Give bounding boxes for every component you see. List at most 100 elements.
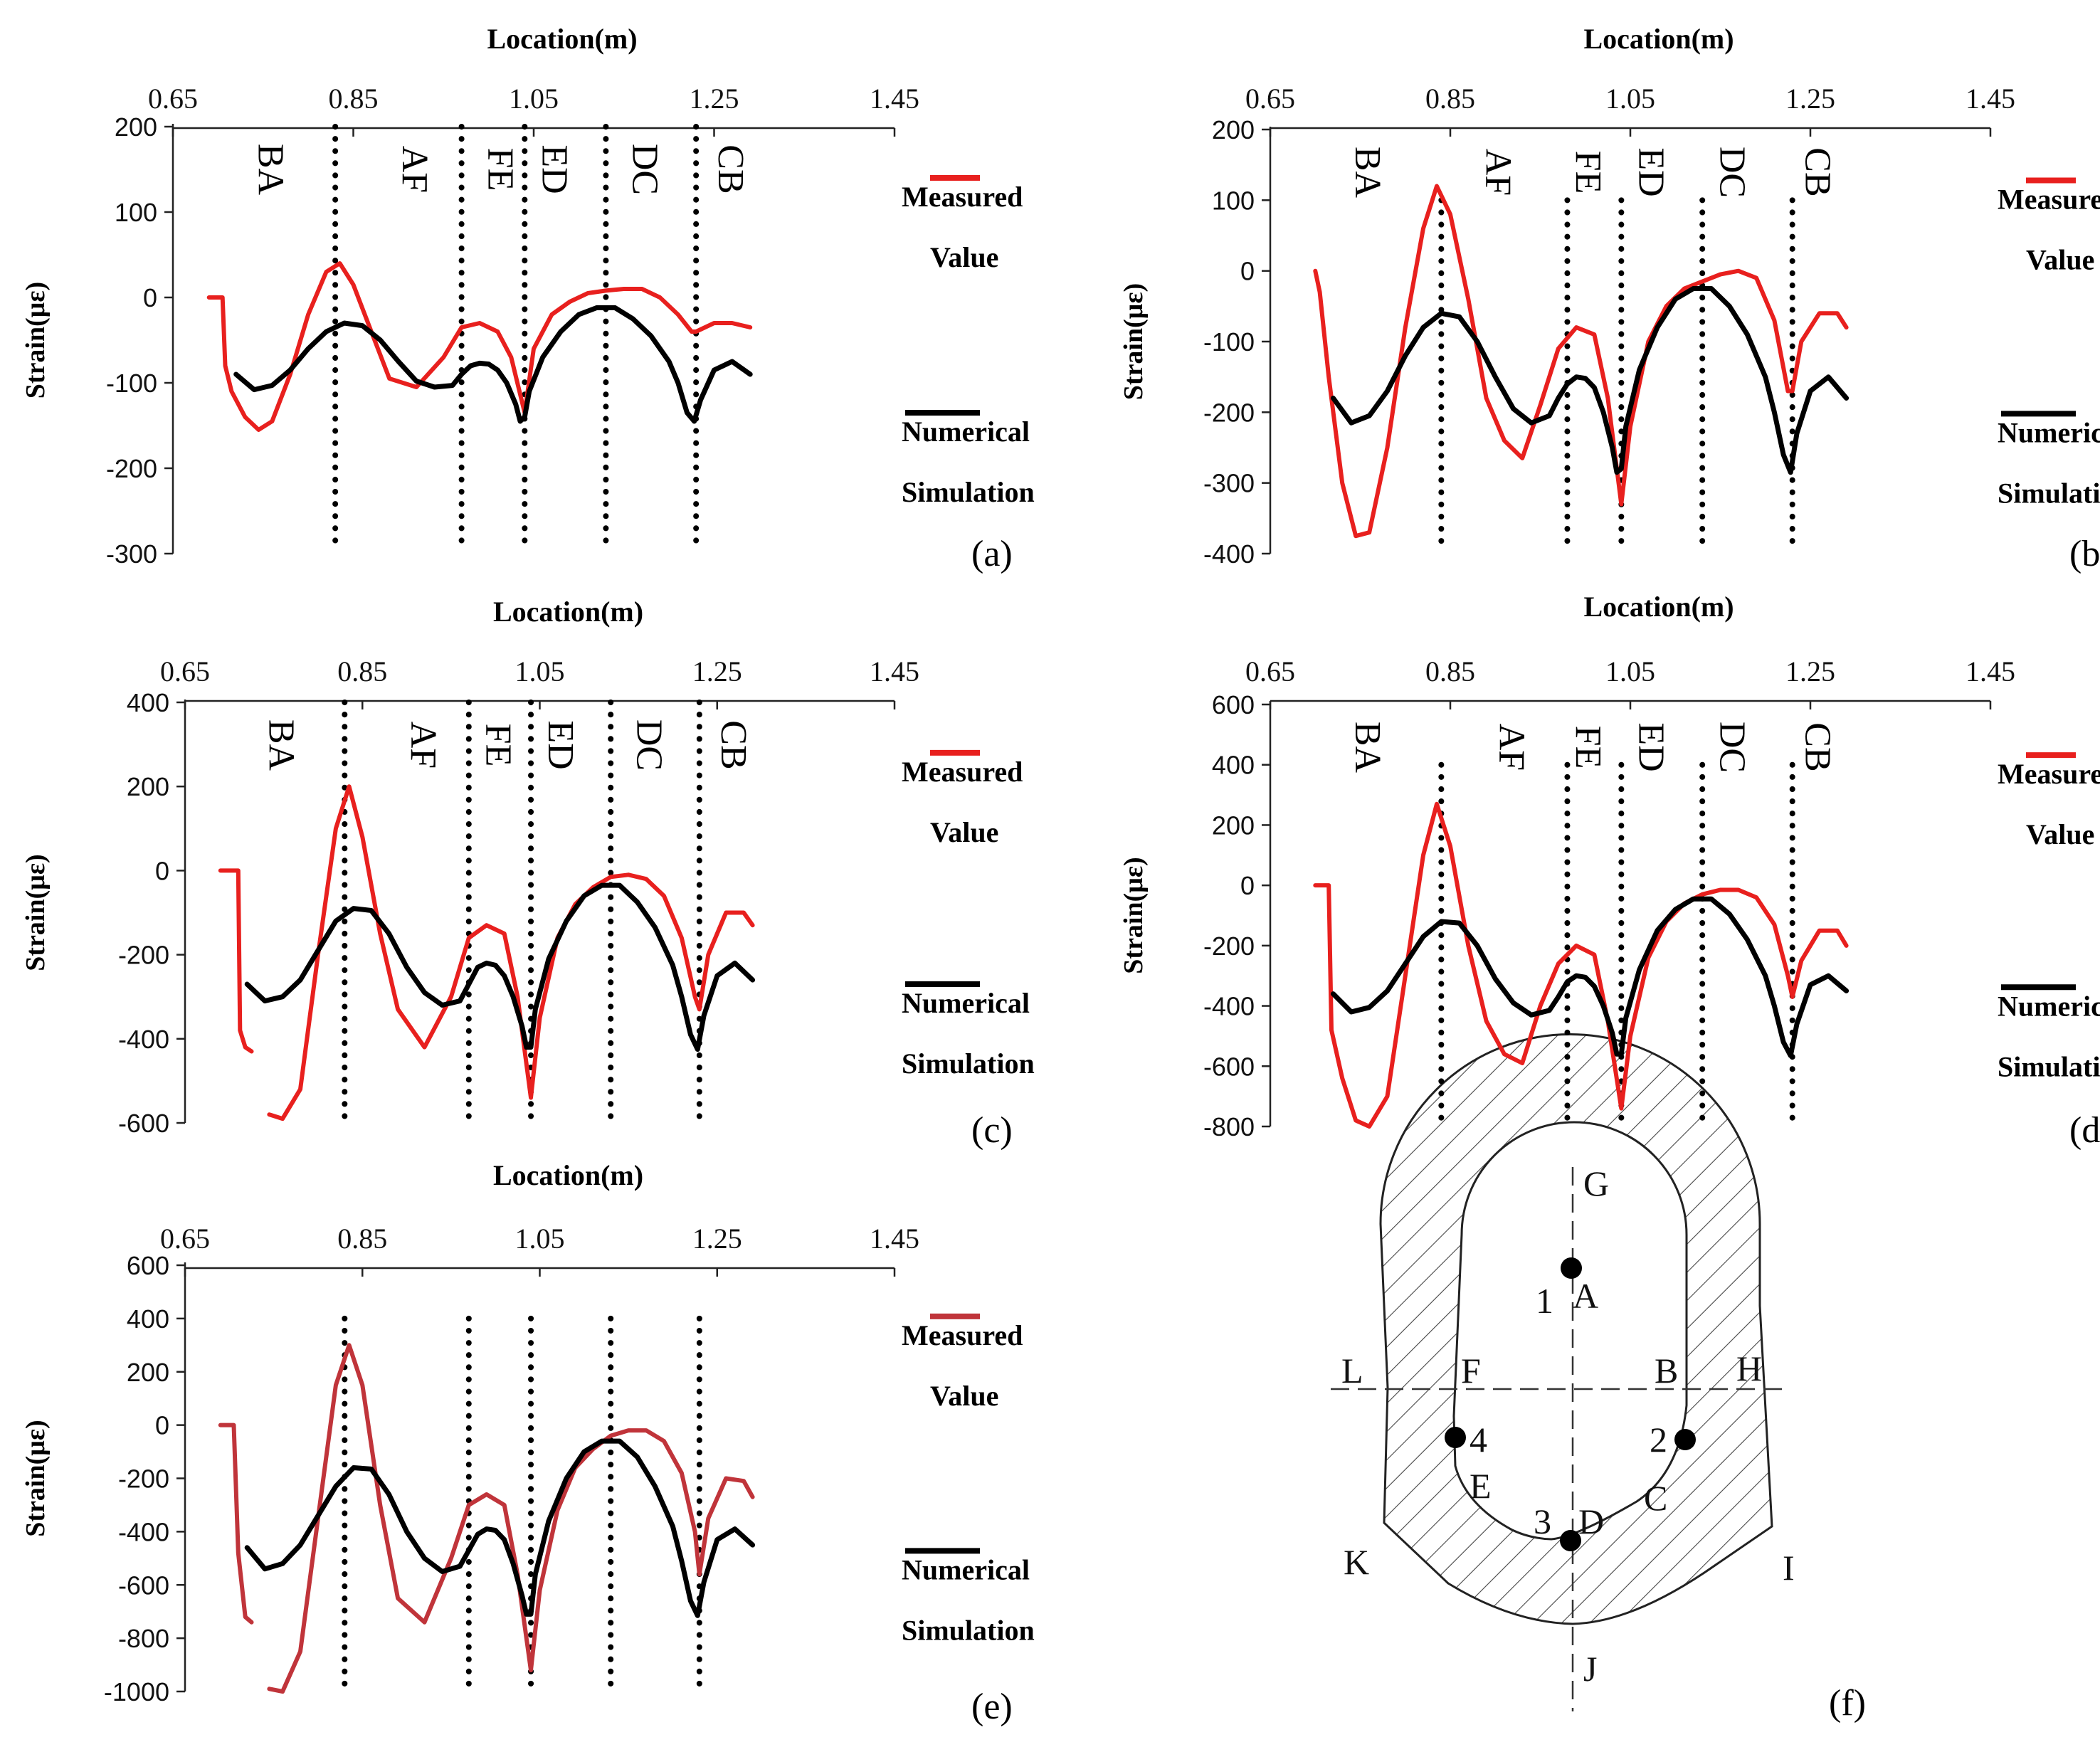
legend-simulation-label-line2: Simulation (1998, 477, 2100, 509)
chart-panel-a: 0.65 0.85 1.05 1.25 1.45 Location(m) 200 100 0 -1… (21, 23, 1035, 574)
chart-panel-b: 0.65 0.85 1.05 1.25 1.45 Location(m) 200 100 0 -1… (1119, 23, 2100, 574)
section-label-ba: BA (1347, 722, 1388, 774)
legend-simulation-label-line2: Simulation (902, 476, 1035, 508)
legend-simulation-label-line2: Simulation (902, 1047, 1035, 1080)
y-tick-label: 0 (155, 856, 169, 885)
point-label-l: L (1341, 1351, 1363, 1390)
section-label-dc: DC (1712, 722, 1753, 773)
chart-panel-d: 0.65 0.85 1.05 1.25 1.45 Location(m) 600 400 200… (1119, 591, 2100, 1151)
x-tick-label: 1.45 (1966, 83, 2015, 115)
y-axis-title: Strain(με) (1119, 857, 1149, 973)
x-axis-title: Location(m) (493, 1159, 643, 1191)
numerical-simulation-line (244, 1438, 756, 1618)
x-tick-label: 0.85 (337, 655, 387, 687)
measured-value-line (1313, 184, 1849, 539)
numerical-simulation-line (233, 305, 753, 424)
lining-outer-boundary (1379, 1033, 1773, 1625)
y-tick-label: -400 (1203, 539, 1255, 569)
chart-panel-c: 0.65 0.85 1.05 1.25 1.45 Location(m) 400 200 0 -2… (21, 596, 1035, 1151)
section-label-ba: BA (250, 144, 290, 196)
point-label-e: E (1470, 1466, 1492, 1506)
legend-simulation-label: Numerical (902, 1553, 1030, 1585)
x-tick-label: 0.65 (1245, 655, 1295, 687)
y-tick-label: 200 (1212, 811, 1255, 840)
legend-measured-label-line2: Value (930, 241, 998, 273)
point-label-b: B (1655, 1351, 1678, 1390)
section-label-ed: ED (1631, 722, 1672, 771)
section-label-cb: CB (1798, 147, 1838, 196)
x-axis-title: Location(m) (1583, 591, 1734, 623)
x-tick-label: 1.25 (1785, 655, 1835, 687)
section-label-fe: FE (480, 148, 521, 191)
y-tick-label: -1000 (104, 1677, 169, 1706)
section-label-af: AF (394, 146, 435, 193)
y-tick-label: -400 (118, 1517, 169, 1546)
x-tick-label: 1.25 (692, 1223, 742, 1255)
section-label-fe: FE (1568, 726, 1608, 769)
section-label-ed: ED (534, 144, 575, 194)
x-tick-label: 0.65 (148, 83, 198, 115)
x-tick-label: 1.05 (509, 83, 559, 115)
section-label-cb: CB (710, 144, 751, 194)
point-label-g: G (1583, 1163, 1609, 1203)
y-tick-label: -600 (1203, 1052, 1255, 1081)
y-tick-label: -800 (1203, 1112, 1255, 1141)
point-label-h: H (1736, 1348, 1762, 1388)
y-tick-label: -800 (118, 1624, 169, 1653)
y-tick-label: 0 (155, 1411, 169, 1440)
point-label-i: I (1783, 1548, 1795, 1588)
y-tick-label: 400 (127, 1304, 169, 1334)
measured-value-line (267, 1343, 755, 1694)
y-tick-label: 100 (1212, 186, 1255, 215)
y-tick-label: -200 (1203, 931, 1255, 961)
y-tick-label: -200 (106, 454, 157, 483)
y-tick-label: 400 (1212, 751, 1255, 780)
x-axis-title: Location(m) (487, 23, 637, 55)
y-tick-label: 200 (115, 112, 157, 142)
measured-value-line (1313, 801, 1849, 1129)
y-tick-label: 200 (127, 772, 169, 801)
section-label-cb: CB (713, 720, 754, 769)
numerical-simulation-line (1331, 896, 1850, 1058)
panel-label-a: (a) (971, 534, 1013, 574)
gauge-label-1: 1 (1536, 1281, 1553, 1321)
x-tick-label: 1.25 (1785, 83, 1835, 115)
x-tick-label: 1.05 (1605, 655, 1655, 687)
x-tick-label: 0.65 (1245, 83, 1295, 115)
panel-label-d: (d) (2069, 1110, 2100, 1151)
point-label-f: F (1461, 1351, 1481, 1390)
legend-measured-label: Measured (1998, 758, 2100, 790)
measured-value-line (206, 261, 753, 432)
point-label-d: D (1578, 1501, 1604, 1541)
y-tick-label: 400 (127, 688, 169, 717)
panel-label-f: (f) (1829, 1683, 1866, 1724)
y-tick-label: -100 (106, 369, 157, 398)
y-axis-title: Strain(με) (21, 1420, 51, 1536)
y-tick-label: 200 (127, 1358, 169, 1387)
y-tick-label: 0 (1240, 257, 1255, 286)
legend-simulation-label-line2: Simulation (902, 1614, 1035, 1646)
gauge-3-marker (1560, 1530, 1581, 1551)
y-tick-label: -600 (118, 1571, 169, 1600)
section-label-dc: DC (624, 144, 665, 195)
y-tick-label: -300 (106, 539, 157, 569)
x-tick-label: 1.25 (692, 655, 742, 687)
section-label-fe: FE (1568, 151, 1608, 194)
section-label-af: AF (403, 722, 443, 769)
legend-simulation-label-line2: Simulation (1998, 1050, 2100, 1082)
y-tick-label: 200 (1212, 115, 1255, 144)
x-tick-label: 1.45 (870, 83, 919, 115)
section-label-af: AF (1492, 724, 1532, 771)
y-axis-title: Strain(με) (1119, 283, 1149, 400)
x-tick-label: 1.45 (1966, 655, 2015, 687)
x-tick-label: 0.65 (160, 1223, 210, 1255)
x-tick-label: 0.85 (1425, 655, 1475, 687)
x-tick-label: 1.05 (515, 1223, 565, 1255)
measured-value-line (218, 1423, 254, 1625)
section-label-cb: CB (1798, 722, 1838, 771)
y-tick-label: 0 (143, 283, 157, 312)
point-label-c: C (1644, 1478, 1667, 1518)
gauge-1-marker (1561, 1257, 1582, 1279)
